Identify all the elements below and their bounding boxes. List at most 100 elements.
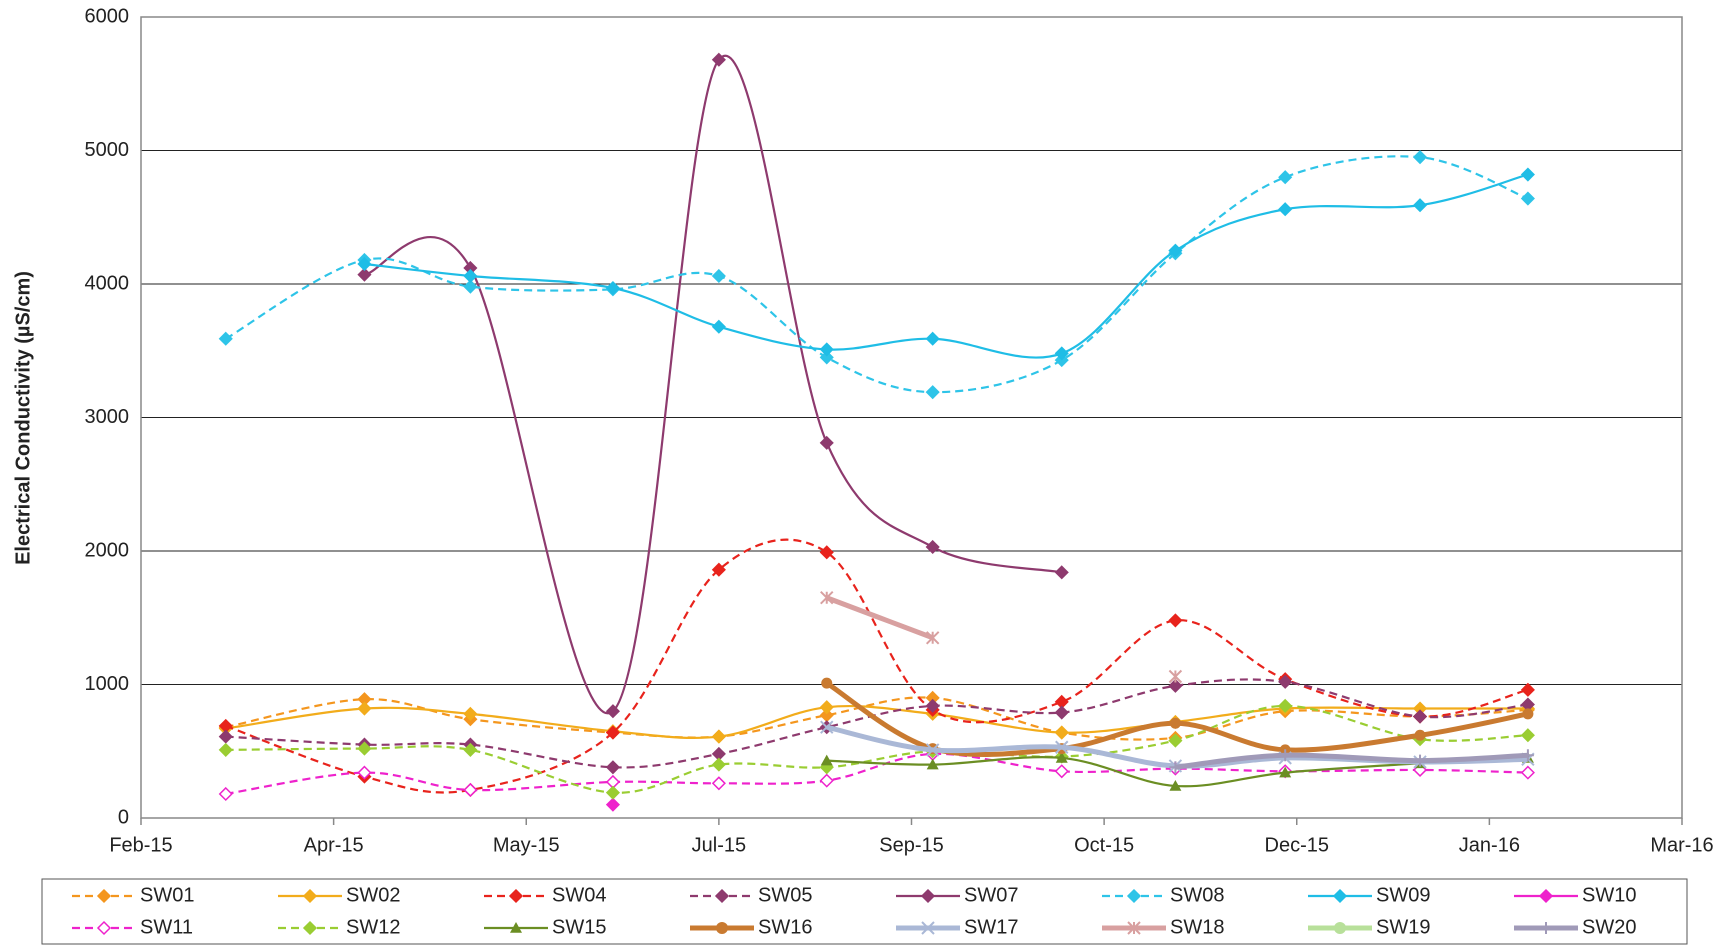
marker (357, 267, 372, 282)
marker (711, 52, 726, 67)
marker (605, 725, 620, 740)
legend-marker (302, 888, 318, 904)
marker (820, 754, 833, 766)
marker (1278, 202, 1293, 217)
marker (1520, 167, 1535, 182)
legend-marker (508, 888, 524, 904)
x-tick-label: Mar-16 (1650, 834, 1713, 856)
marker (819, 700, 834, 715)
series-line (225, 696, 1528, 741)
marker (925, 698, 940, 713)
marker (819, 545, 834, 560)
legend-marker (716, 922, 728, 934)
legend-marker (920, 888, 936, 904)
marker (1278, 674, 1293, 689)
legend-marker (1538, 888, 1554, 904)
series-line (225, 704, 1528, 794)
legend-marker (96, 920, 112, 936)
legend-label: SW02 (346, 884, 400, 906)
y-tick-label: 0 (118, 806, 129, 828)
marker (1055, 751, 1068, 763)
marker (605, 785, 620, 800)
marker (1278, 170, 1293, 185)
marker (218, 742, 233, 757)
y-axis-label: Electrical Conductivity (µS/cm) (12, 271, 34, 565)
legend-label: SW04 (552, 884, 606, 906)
marker (925, 385, 940, 400)
marker (1168, 669, 1183, 684)
marker (1054, 565, 1069, 580)
series (357, 167, 1535, 361)
series-line (364, 54, 1062, 715)
marker (1412, 198, 1428, 213)
y-tick-label: 2000 (85, 539, 130, 561)
series-line (825, 595, 934, 641)
legend-label: SW10 (1582, 884, 1636, 906)
x-tick-label: Jan-16 (1459, 834, 1520, 856)
legend-label: SW05 (758, 884, 812, 906)
x-tick-label: Apr-15 (304, 834, 364, 856)
marker (1414, 754, 1427, 767)
legend-marker (1334, 922, 1346, 934)
series (605, 797, 620, 812)
marker (925, 743, 940, 757)
x-tick-label: Jul-15 (692, 834, 746, 856)
marker (819, 773, 834, 788)
legend-box (41, 878, 1688, 945)
marker (218, 729, 233, 744)
marker (821, 677, 833, 689)
marker (1520, 765, 1535, 780)
marker (1168, 678, 1183, 693)
y-tick-label: 4000 (85, 272, 130, 294)
marker (820, 591, 834, 605)
legend-marker (1332, 888, 1348, 904)
legend-marker (1127, 921, 1141, 935)
marker (1522, 708, 1534, 720)
marker (1412, 150, 1428, 165)
marker (925, 331, 940, 346)
marker (463, 268, 478, 284)
marker (1278, 698, 1293, 713)
legend-marker (1126, 888, 1142, 904)
legend-marker (96, 888, 112, 904)
marker (218, 331, 233, 346)
marker (463, 706, 478, 721)
marker (463, 279, 478, 294)
marker (1055, 740, 1069, 754)
legend-marker (1540, 922, 1552, 934)
x-tick-label: Dec-15 (1265, 834, 1329, 856)
marker (1168, 243, 1183, 258)
marker (463, 782, 478, 798)
legend-label: SW18 (1170, 916, 1224, 938)
y-tick-label: 6000 (85, 5, 130, 27)
marker (463, 742, 478, 757)
legend-label: SW09 (1376, 884, 1430, 906)
marker (711, 562, 726, 577)
marker (357, 741, 372, 756)
legend-label: SW20 (1582, 916, 1636, 938)
marker (1169, 779, 1182, 791)
series (820, 591, 1183, 684)
legend-label: SW15 (552, 916, 606, 938)
x-tick-label: Oct-15 (1074, 834, 1134, 856)
marker (218, 786, 233, 802)
marker (1168, 733, 1183, 748)
marker (357, 256, 372, 272)
legend-label: SW07 (964, 884, 1018, 906)
marker (1169, 717, 1181, 729)
marker (1520, 191, 1535, 206)
marker (925, 631, 940, 645)
marker (711, 757, 726, 772)
marker (1520, 728, 1535, 743)
marker (819, 342, 834, 357)
marker (711, 319, 726, 334)
legend-label: SW17 (964, 916, 1018, 938)
marker (357, 701, 372, 716)
legend-label: SW12 (346, 916, 400, 938)
marker (1168, 613, 1183, 628)
marker (711, 268, 726, 284)
marker (925, 539, 940, 555)
legend-label: SW01 (140, 884, 194, 906)
marker (1279, 749, 1292, 762)
